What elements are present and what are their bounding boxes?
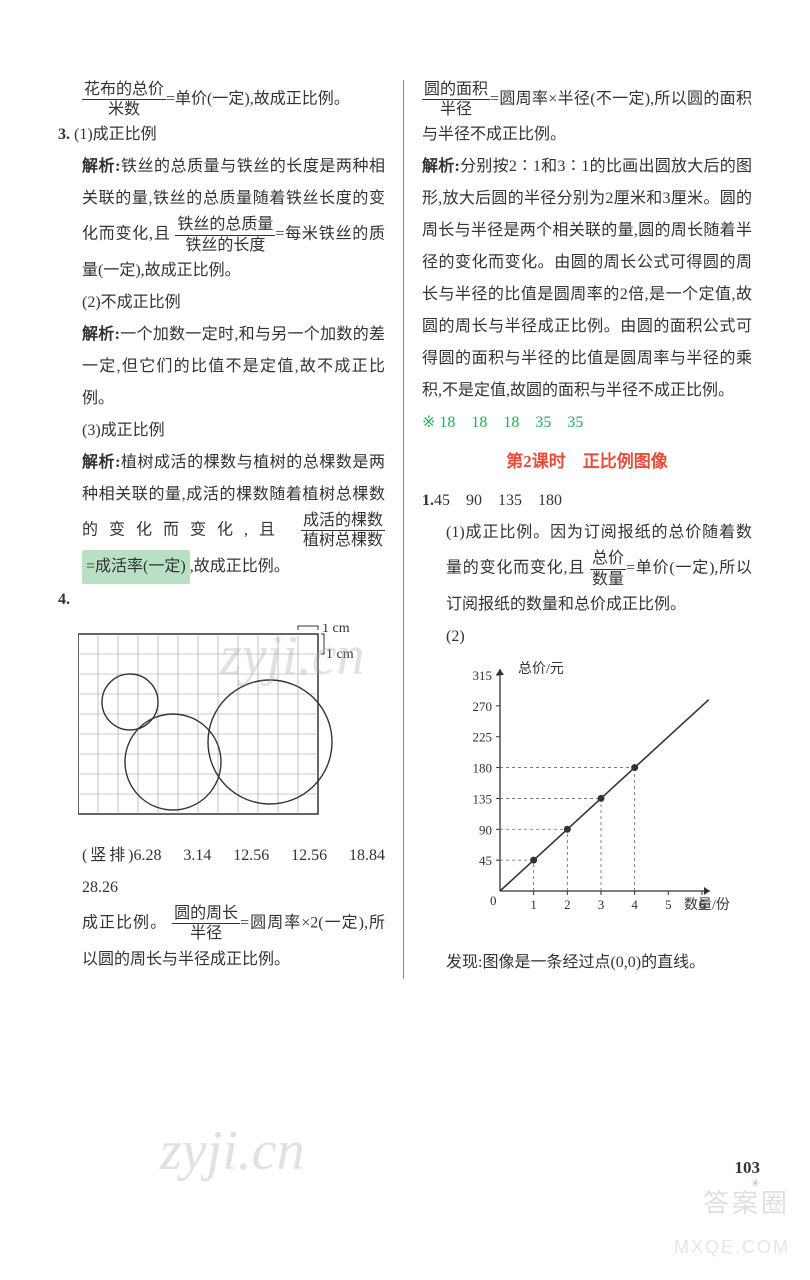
- q4-label: 4.: [58, 584, 385, 616]
- fraction: 总价 数量: [590, 549, 626, 588]
- fraction: 成活的棵数 植树总棵数: [301, 511, 385, 550]
- svg-text:270: 270: [473, 699, 493, 714]
- svg-text:3: 3: [598, 897, 605, 912]
- svg-text:1 cm: 1 cm: [326, 647, 354, 662]
- svg-text:2: 2: [564, 897, 571, 912]
- fraction: 圆的面积 半径: [422, 80, 490, 119]
- svg-text:总价/元: 总价/元: [518, 661, 564, 677]
- svg-text:315: 315: [473, 668, 493, 683]
- svg-text:1 cm: 1 cm: [322, 624, 350, 636]
- q1: 1.45 90 135 180: [422, 485, 752, 517]
- q1-2-label: (2): [446, 621, 752, 653]
- page-decoration: ✳: [751, 1173, 760, 1195]
- svg-text:45: 45: [479, 853, 492, 868]
- q3-3-analysis: 解析:植树成活的棵数与植树的总棵数是两种相关联的量,成活的棵数随着植树总棵数的变…: [82, 447, 385, 584]
- svg-text:180: 180: [473, 760, 493, 775]
- svg-text:数量/份: 数量/份: [684, 897, 730, 913]
- fraction: 圆的周长 半径: [172, 904, 240, 943]
- left-column: 花布的总价 米数 =单价(一定),故成正比例。 3. (1)成正比例 解析:铁丝…: [40, 80, 403, 979]
- right-top: 圆的面积 半径 =圆周率×半径(不一定),所以圆的面积与半径不成正比例。: [422, 80, 752, 151]
- svg-text:0: 0: [490, 893, 497, 908]
- fraction: 铁丝的总质量 铁丝的长度: [175, 215, 275, 254]
- q1-1: (1)成正比例。因为订阅报纸的总价随着数量的变化而变化,且 总价 数量 =单价(…: [446, 517, 752, 620]
- fraction: 花布的总价 米数: [82, 80, 166, 119]
- right-analysis: 解析:分别按2∶1和3∶1的比画出圆放大后的图形,放大后圆的半径分别为2厘米和3…: [422, 151, 752, 407]
- svg-text:5: 5: [665, 897, 672, 912]
- watermark: zyji.cn: [160, 1095, 305, 1207]
- discovery: 发现:图像是一条经过点(0,0)的直线。: [422, 947, 752, 979]
- section-title: 第2课时 正比例图像: [422, 445, 752, 479]
- svg-text:4: 4: [631, 897, 638, 912]
- q3-1: 3. (1)成正比例: [58, 119, 385, 151]
- right-column: 圆的面积 半径 =圆周率×半径(不一定),所以圆的面积与半径不成正比例。 解析:…: [404, 80, 770, 979]
- grid-figure: 1 cm 1 cm: [78, 624, 385, 836]
- corner-watermark: 答案圈 MXQE.COM: [674, 1177, 790, 1265]
- line-chart: 4590135180225270315123456总价/元数量/份0: [452, 661, 752, 943]
- svg-text:90: 90: [479, 822, 492, 837]
- svg-text:225: 225: [473, 729, 493, 744]
- svg-text:135: 135: [473, 791, 493, 806]
- highlight: =成活率(一定): [82, 550, 190, 584]
- star-line: ※ 18 18 18 35 35: [422, 407, 752, 439]
- q3-3: (3)成正比例: [82, 415, 385, 447]
- q4-values: (竖排)6.28 3.14 12.56 12.56 18.84 28.26: [82, 840, 385, 904]
- q3-1-analysis: 解析:铁丝的总质量与铁丝的长度是两种相关联的量,铁丝的总质量随着铁丝长度的变化而…: [82, 151, 385, 286]
- top-line: 花布的总价 米数 =单价(一定),故成正比例。: [58, 80, 385, 119]
- svg-text:1: 1: [530, 897, 537, 912]
- q3-2-analysis: 解析:一个加数一定时,和与另一个加数的差一定,但它们的比值不是定值,故不成正比例…: [82, 319, 385, 415]
- q3-2: (2)不成正比例: [82, 287, 385, 319]
- q4-text: 成正比例。 圆的周长 半径 =圆周率×2(一定),所以圆的周长与半径成正比例。: [82, 904, 385, 975]
